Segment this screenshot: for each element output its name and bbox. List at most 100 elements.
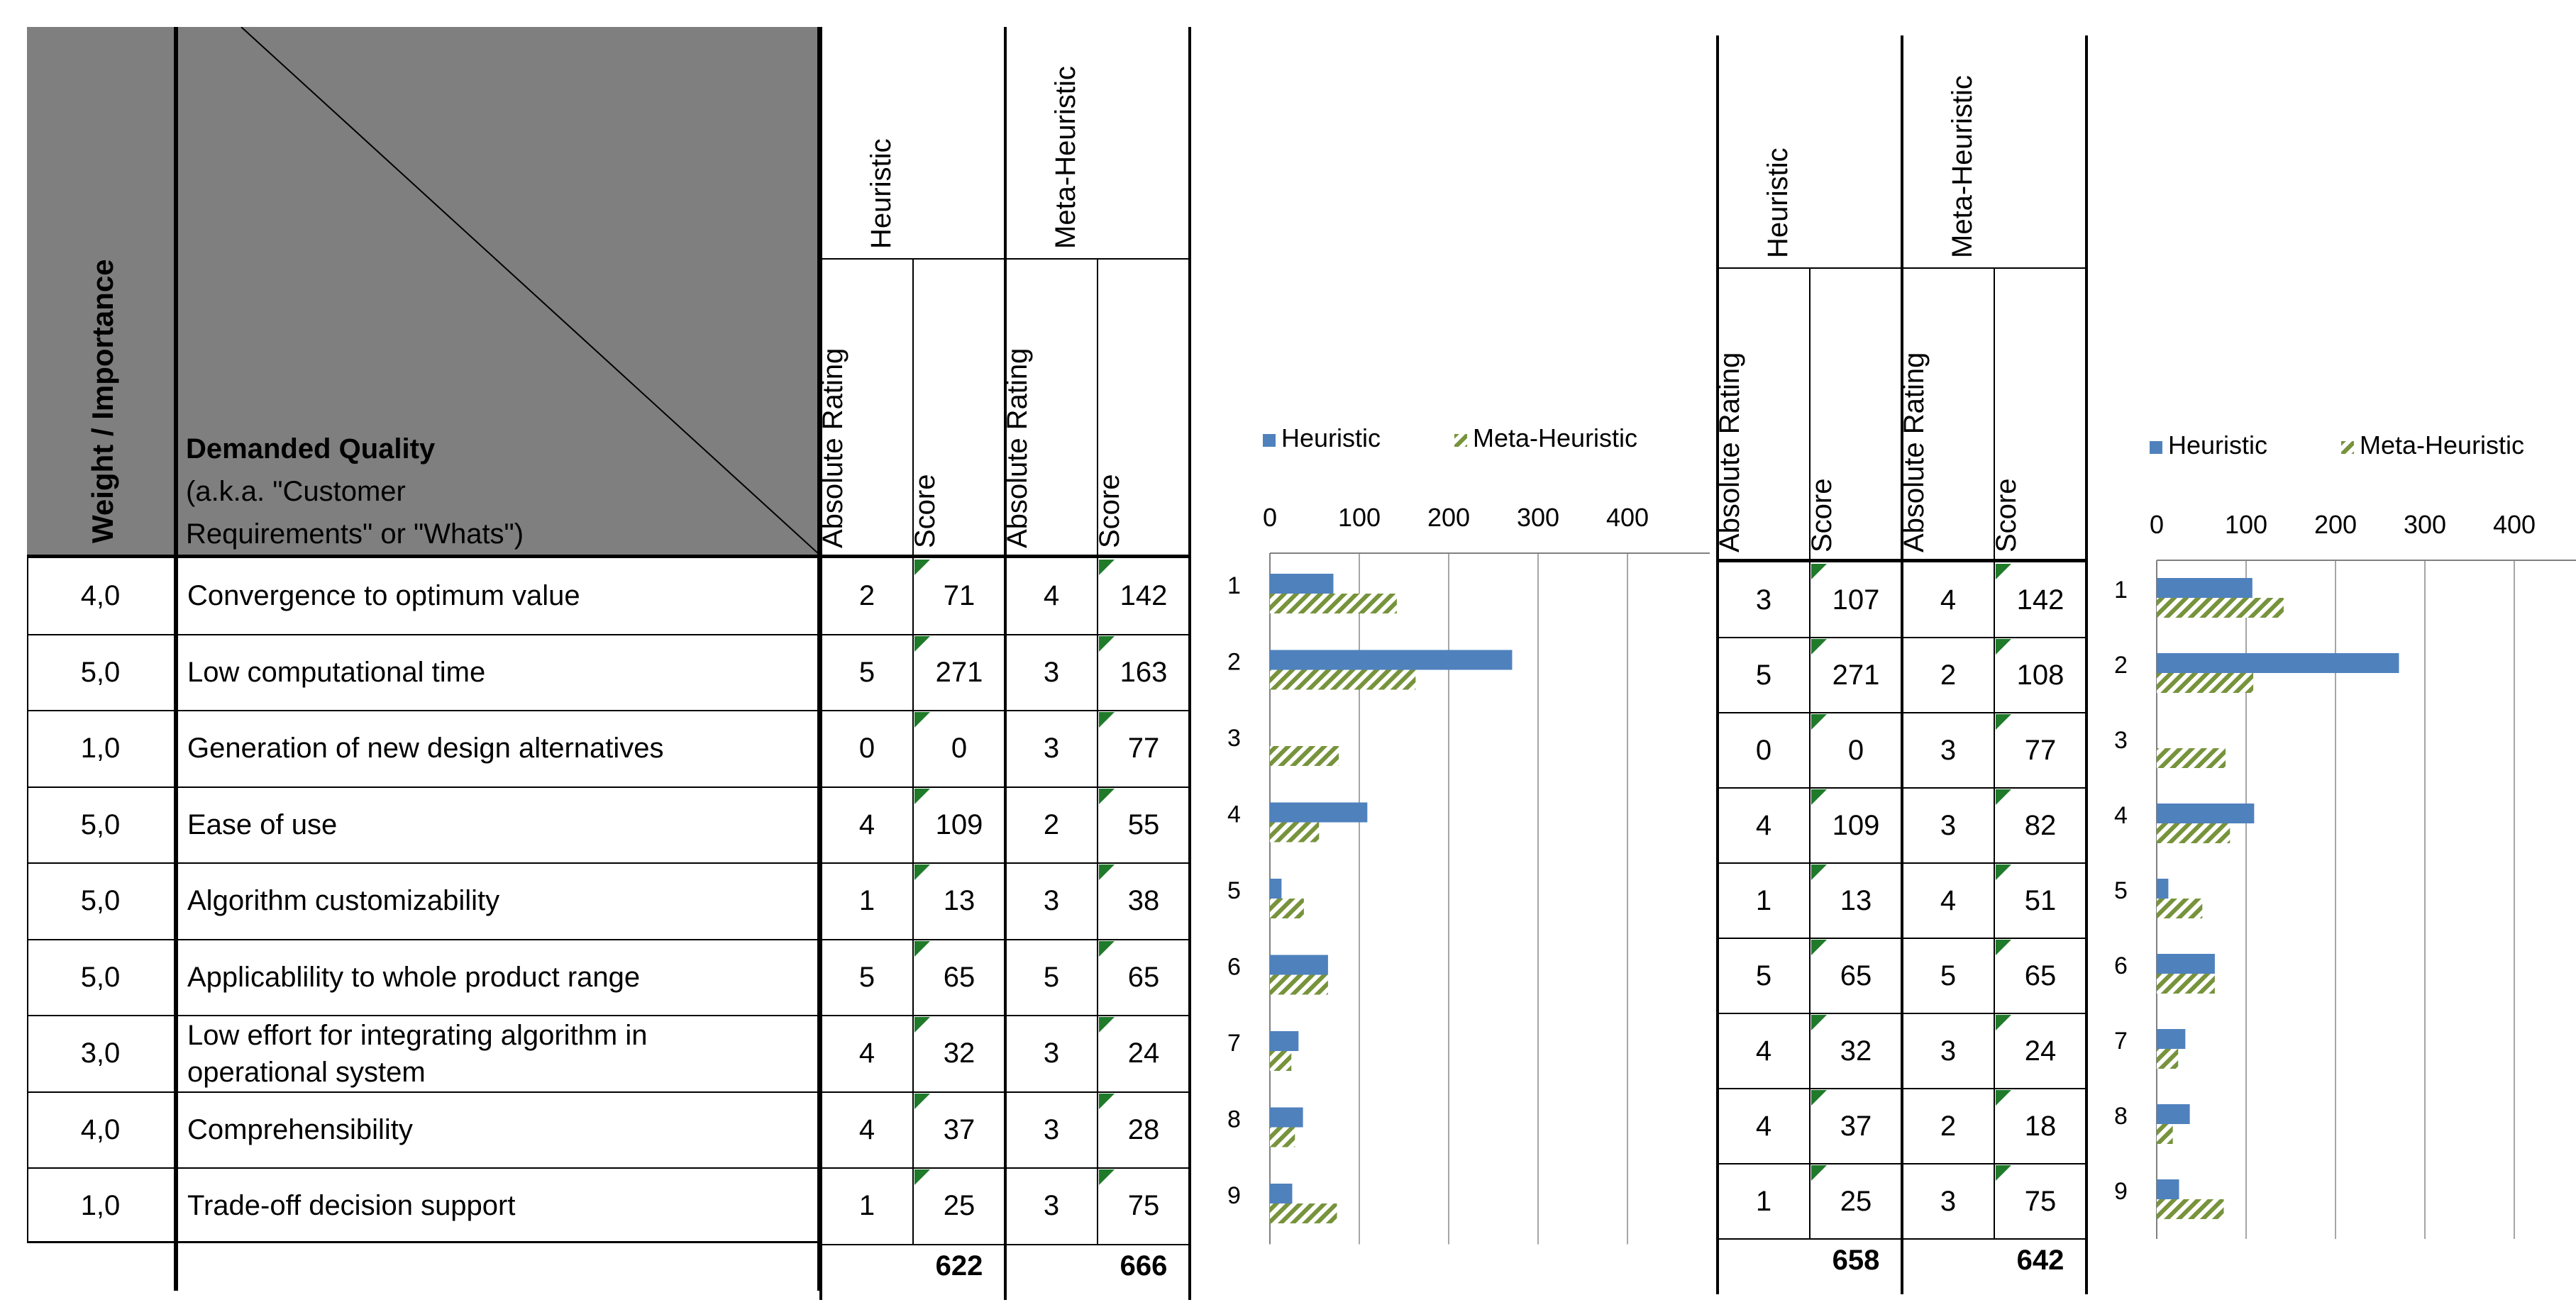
- table-cell: 32: [943, 1038, 975, 1069]
- category-label: 2: [2114, 652, 2128, 679]
- table-cell: 0: [858, 733, 875, 765]
- meta-bar: [2157, 598, 2284, 618]
- table-cell: 1: [1755, 884, 1772, 916]
- meta-bar: [1270, 594, 1397, 613]
- weight-cell: 4,0: [80, 1113, 121, 1145]
- demanded-quality-label: Applicablility to whole product range: [187, 961, 641, 993]
- table-row-divider: [821, 1091, 1190, 1093]
- comment-marker: [1996, 789, 2011, 805]
- col-score: Score: [1094, 474, 1125, 549]
- heuristic-bar: [1270, 574, 1334, 594]
- demanded-quality-subtitle-1: (a.k.a. "Customer: [186, 476, 406, 507]
- table-cell: 4: [858, 1113, 875, 1145]
- table-cell: 82: [2024, 809, 2057, 841]
- table-cell: 55: [1127, 808, 1160, 840]
- comment-marker: [1811, 1165, 1827, 1181]
- comment-marker: [1996, 639, 2011, 655]
- row-divider: [27, 786, 819, 788]
- meta-bar: [2157, 1199, 2224, 1219]
- x-tick-label: 200: [1427, 503, 1470, 532]
- weight-cell: 5,0: [80, 885, 121, 917]
- header-bottom: [1718, 559, 2086, 562]
- table-cell: 3: [1043, 656, 1060, 688]
- table-cell: 2: [1940, 659, 1957, 691]
- col-absolute-rating: Absolute Rating: [1714, 352, 1745, 552]
- table-cell: 0: [1755, 734, 1772, 766]
- table-vline: [1901, 35, 1903, 1294]
- row-divider: [27, 710, 819, 711]
- group-divider: [1718, 267, 2086, 269]
- table-cell: 3: [1940, 809, 1957, 841]
- category-label: 9: [2114, 1178, 2128, 1205]
- x-tick-label: 100: [1338, 503, 1381, 532]
- table-cell: 4: [858, 808, 875, 840]
- comment-marker: [914, 940, 930, 957]
- meta-bar: [1270, 1051, 1292, 1071]
- weight-cell: 1,0: [80, 1190, 121, 1222]
- group-heuristic-header: Heuristic: [1762, 148, 1793, 258]
- demanded-quality-label: Algorithm customizability: [187, 885, 500, 917]
- table-vline-thin: [912, 259, 914, 1245]
- table-row-divider: [821, 633, 1190, 635]
- heuristic-bar: [1270, 650, 1513, 670]
- table-cell: 24: [1127, 1038, 1160, 1069]
- comment-marker: [1099, 712, 1115, 728]
- x-tick-label: 300: [1517, 503, 1559, 532]
- meta-bar: [1270, 1203, 1337, 1223]
- comment-marker: [1996, 1165, 2011, 1181]
- table-cell: 5: [1755, 960, 1772, 991]
- category-label: 4: [2114, 802, 2128, 829]
- meta-total: 642: [2016, 1245, 2064, 1276]
- heuristic-bar: [2157, 954, 2215, 974]
- category-label: 6: [1227, 954, 1241, 981]
- table-cell: 0: [951, 733, 968, 765]
- col-absolute-rating: Absolute Rating: [1898, 352, 1930, 552]
- comment-marker: [1811, 639, 1827, 655]
- comment-marker: [1996, 714, 2011, 730]
- table-cell: 25: [1840, 1185, 1872, 1217]
- table-cell: 65: [1127, 961, 1160, 993]
- table-vline: [1716, 35, 1719, 1294]
- table-cell: 142: [2016, 584, 2064, 616]
- meta-bar: [1270, 746, 1339, 766]
- table-cell: 109: [1832, 809, 1880, 841]
- heuristic-bar: [2157, 879, 2169, 899]
- table-cell: 65: [2024, 960, 2057, 991]
- table-cell: 4: [858, 1038, 875, 1069]
- table-row-divider: [1718, 938, 2086, 939]
- table-cell: 3: [1043, 885, 1060, 917]
- table-row-divider: [821, 1167, 1190, 1169]
- table-row-divider: [1718, 1163, 2086, 1164]
- x-tick-label: 200: [2314, 510, 2357, 539]
- category-label: 9: [1227, 1182, 1241, 1209]
- demanded-quality-header-box: [177, 27, 819, 555]
- weight-header-box: [27, 27, 177, 555]
- heuristic-bar: [2157, 653, 2399, 673]
- meta-bar: [1270, 1127, 1295, 1147]
- table-row-divider: [1718, 787, 2086, 789]
- table-cell: 4: [1940, 584, 1957, 616]
- table-vline-thin: [1994, 268, 1995, 1239]
- table-cell: 3: [1043, 1113, 1060, 1145]
- table-cell: 2: [1043, 808, 1060, 840]
- comment-marker: [1811, 564, 1827, 579]
- demanded-quality-title: Demanded Quality: [186, 433, 436, 465]
- meta-bar: [1270, 974, 1328, 995]
- meta-bar: [1270, 899, 1304, 918]
- table-cell: 18: [2024, 1110, 2057, 1142]
- heuristic-bar: [1270, 879, 1282, 899]
- table-cell: 5: [1755, 659, 1772, 691]
- table-cell: 28: [1127, 1113, 1160, 1145]
- table-cell: 163: [1120, 656, 1168, 688]
- comment-marker: [1811, 1015, 1827, 1030]
- table-cell: 142: [1120, 580, 1168, 612]
- table-cell: 4: [1755, 1110, 1772, 1142]
- demanded-quality-label: Convergence to optimum value: [187, 580, 580, 612]
- table-cell: 271: [1832, 659, 1880, 691]
- table-cell: 3: [1940, 1035, 1957, 1067]
- meta-total: 666: [1120, 1250, 1168, 1282]
- meta-bar: [2157, 1049, 2179, 1069]
- comment-marker: [1099, 788, 1115, 804]
- col-score: Score: [1991, 478, 2022, 553]
- meta-bar: [1270, 669, 1416, 690]
